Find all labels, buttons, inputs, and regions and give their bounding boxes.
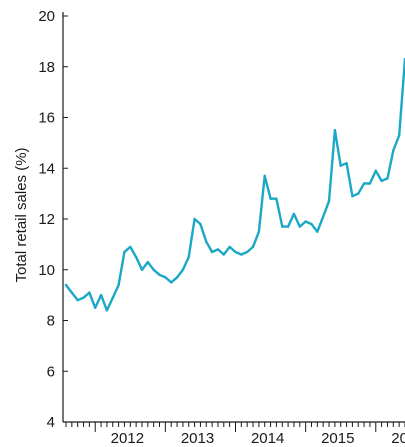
data-point (245, 250, 249, 254)
x-tick-label: 2012 (111, 430, 144, 447)
data-point (257, 230, 261, 233)
data-point (357, 192, 360, 195)
data-point (88, 291, 91, 294)
y-tick-label: 4 (47, 414, 55, 431)
data-point (392, 149, 395, 152)
data-point (292, 212, 296, 216)
y-tick-label: 16 (38, 110, 55, 127)
data-point (134, 255, 138, 259)
data-point (175, 276, 179, 279)
data-point (397, 134, 401, 137)
y-axis-title: Total retail sales (%) (13, 147, 30, 282)
data-point (105, 309, 109, 312)
x-tick-label: 2015 (321, 430, 354, 447)
x-axis: 2012 2013 2014 2015 2016 (63, 421, 405, 447)
data-point (205, 240, 208, 244)
data-point (351, 194, 354, 198)
plot-area (64, 57, 405, 312)
data-point (286, 225, 290, 228)
data-point (263, 174, 266, 178)
data-point (94, 306, 97, 310)
data-point (304, 220, 307, 223)
data-point (333, 128, 337, 132)
data-point (234, 250, 237, 254)
y-tick-label: 10 (38, 262, 55, 279)
data-point (275, 197, 278, 200)
data-point (251, 245, 255, 249)
data-point (181, 268, 185, 271)
data-point (111, 296, 114, 299)
x-tick-label: 2013 (181, 430, 214, 447)
data-point (164, 276, 167, 279)
data-point (82, 296, 85, 299)
data-point (129, 245, 132, 249)
data-point (70, 291, 74, 294)
y-axis: 4 6 8 10 12 14 16 18 20 (38, 8, 68, 431)
data-point (216, 248, 220, 251)
data-point (64, 283, 68, 287)
y-tick-label: 8 (47, 313, 55, 330)
data-point (199, 222, 202, 226)
data-point (310, 222, 313, 226)
data-point (316, 230, 319, 233)
data-point (298, 225, 301, 228)
data-point (269, 197, 272, 200)
y-tick-label: 20 (38, 8, 55, 25)
y-tick-label: 18 (38, 59, 55, 76)
data-point (327, 200, 331, 203)
data-point (345, 161, 348, 165)
y-tick-label: 12 (38, 211, 55, 228)
y-tick-label: 6 (47, 363, 55, 380)
data-point (210, 250, 214, 254)
data-point (380, 179, 383, 183)
data-point (368, 182, 372, 185)
data-point (99, 293, 103, 297)
data-point (374, 169, 377, 172)
data-point (140, 268, 144, 271)
data-point (117, 283, 120, 287)
data-point (170, 281, 173, 284)
data-point (321, 215, 325, 218)
data-point (76, 299, 79, 302)
data-point (193, 217, 196, 221)
data-point (281, 225, 284, 228)
data-point (386, 177, 389, 180)
data-point (240, 253, 243, 256)
data-point (339, 164, 342, 167)
data-point (187, 255, 190, 259)
data-point (228, 245, 231, 249)
data-point (222, 253, 226, 256)
data-point (158, 273, 161, 277)
data-point (152, 268, 155, 271)
series-line (64, 57, 405, 312)
data-point (123, 250, 126, 254)
data-point (362, 182, 366, 185)
data-point (146, 260, 150, 264)
y-tick-label: 14 (38, 160, 55, 177)
x-tick-label: 2014 (251, 430, 284, 447)
x-tick-label: 2016 (391, 430, 405, 447)
